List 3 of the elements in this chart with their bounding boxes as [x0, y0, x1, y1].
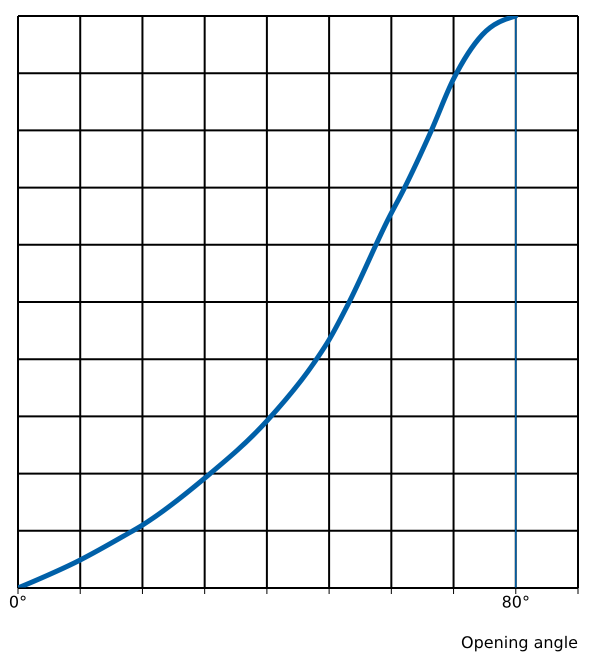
- x-axis-title: Opening angle: [461, 633, 578, 652]
- x-tick-label: 80°: [502, 592, 530, 612]
- x-tick-label: 0°: [8, 592, 28, 612]
